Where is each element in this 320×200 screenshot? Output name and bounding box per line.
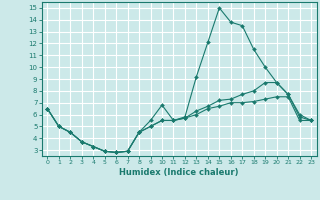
X-axis label: Humidex (Indice chaleur): Humidex (Indice chaleur) [119,168,239,177]
